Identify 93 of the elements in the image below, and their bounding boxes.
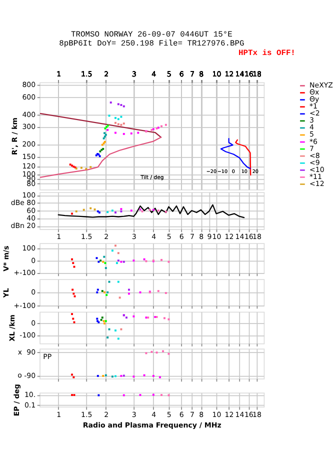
x-tick-label: 7 <box>190 410 194 419</box>
y-tick-label: 0 <box>31 318 36 328</box>
x-tick-label: 3 <box>132 232 136 242</box>
x-tick-label: 6 <box>179 410 184 419</box>
x-tick-label: 2 <box>104 232 109 242</box>
x-tick-label: 10 <box>212 410 222 419</box>
legend-label: NeXYZ <box>310 80 334 90</box>
text: x <box>18 347 22 356</box>
y-axis-title: R', R / km <box>10 118 19 156</box>
x-tick-label: 10 <box>212 232 222 242</box>
legend-label: Θy <box>310 94 320 104</box>
x-tick-label: 2 <box>104 410 109 419</box>
y-tick-label: 100 <box>22 190 36 200</box>
x-tick-label: 16 <box>244 70 254 79</box>
x-tick-label: 2 <box>104 70 109 79</box>
y-axis-title: EP / deg <box>12 384 22 416</box>
legend-label: 4 <box>310 122 314 132</box>
x-tick-label: 1.5 <box>81 232 92 242</box>
annotation: PP <box>43 352 52 362</box>
x-tick-label: 18 <box>252 70 262 79</box>
x-tick-label: 16 <box>244 232 254 242</box>
y-tick-label: 200 <box>22 140 36 149</box>
x-tick-label: 4 <box>152 70 157 79</box>
y-tick-label: dBe 80 <box>10 198 36 208</box>
x-tick-label: 1 <box>56 232 62 242</box>
x-tick-label: 14 <box>235 70 245 79</box>
legend-label: <10 <box>310 164 324 174</box>
text: HPTx is OFF! <box>238 48 296 58</box>
y-tick-label: 0.1 <box>24 400 36 410</box>
y-tick-label: +-100 <box>14 268 36 278</box>
x-tick-label: 4 <box>152 232 157 242</box>
legend-label: <12 <box>310 178 324 188</box>
x-tick-label: 4 <box>152 410 157 419</box>
x-tick-label: 18 <box>252 410 262 419</box>
y-tick-label: 800 <box>22 80 36 90</box>
text: o <box>18 370 22 380</box>
y-tick-label: -90 <box>24 371 36 380</box>
x-tick-label: 12 <box>224 70 234 79</box>
legend-label: *1 <box>310 102 318 111</box>
x-tick-label: 5 <box>166 232 172 242</box>
y-tick-label: dBn 20 <box>10 221 36 230</box>
x-tick-label: 18 <box>252 232 262 242</box>
y-tick-label: 600 <box>22 92 36 102</box>
legend-label: Θx <box>310 88 320 97</box>
y-axis-title: YL <box>1 288 10 299</box>
x-tick-label: 6 <box>179 70 184 79</box>
x-tick-label: 6 <box>179 232 184 242</box>
x-tick-label: 16 <box>244 410 254 419</box>
x-tick-label: 8 <box>199 232 204 242</box>
x-tick-label: 12 <box>224 410 234 419</box>
x-tick-label: 7 <box>190 232 194 242</box>
x-tick-label: 12 <box>224 232 234 242</box>
legend-label: *11 <box>310 172 322 181</box>
x-tick-label: 7 <box>190 70 194 79</box>
x-tick-label: 3 <box>132 70 136 79</box>
y-axis-title: V* m/s <box>1 246 10 272</box>
x-tick-label: 9 <box>207 232 212 242</box>
y-tick-label: -100 <box>20 330 36 340</box>
x-tick-label: 8 <box>199 70 204 79</box>
legend-label: *6 <box>310 136 318 146</box>
y-tick-label: 100 <box>22 243 36 252</box>
y-tick-label: 300 <box>22 122 36 132</box>
x-tick-label: 14 <box>235 232 245 242</box>
y-tick-label: 150 <box>22 152 36 161</box>
x-tick-label: 3 <box>132 410 136 419</box>
x-tick-label: 1.5 <box>81 410 92 419</box>
y-tick-label: 0 <box>31 256 36 265</box>
chart-title: TROMSO NORWAY 26-09-07 0446UT 15°E <box>71 30 233 40</box>
y-tick-label: 120 <box>22 162 36 171</box>
legend-label: <9 <box>310 158 320 167</box>
legend-label: 7 <box>310 144 314 153</box>
x-tick-label: 8 <box>199 410 204 419</box>
x-tick-label: 1 <box>56 70 62 79</box>
y-tick-label: 10. <box>24 390 36 400</box>
x-tick-label: 5 <box>166 70 172 79</box>
y-tick-label: 60 <box>26 206 36 215</box>
y-tick-label: 90 <box>26 348 36 357</box>
y-axis-title: XL /km <box>7 314 16 342</box>
y-tick-label: 0 <box>31 288 36 297</box>
chart-subtitle: 8pBP6It DoY= 250.198 File= TR127976.BPG <box>59 39 244 48</box>
legend-label: 5 <box>310 130 314 139</box>
y-tick-label: 40 <box>26 213 36 222</box>
x-tick-label: 1 <box>56 410 62 419</box>
x-tick-label: 10 <box>212 70 222 79</box>
legend-label: 3 <box>310 116 314 125</box>
x-axis-title: Radio and Plasma Frequency / MHz <box>82 420 222 430</box>
legend-label: <2 <box>310 108 320 118</box>
y-tick-label: +-100 <box>14 300 36 310</box>
y-tick-label: 400 <box>22 110 36 119</box>
x-tick-label: 1.5 <box>81 70 92 79</box>
legend-label: <8 <box>310 150 320 160</box>
x-tick-label: 14 <box>235 410 245 419</box>
x-tick-label: 5 <box>166 410 172 419</box>
